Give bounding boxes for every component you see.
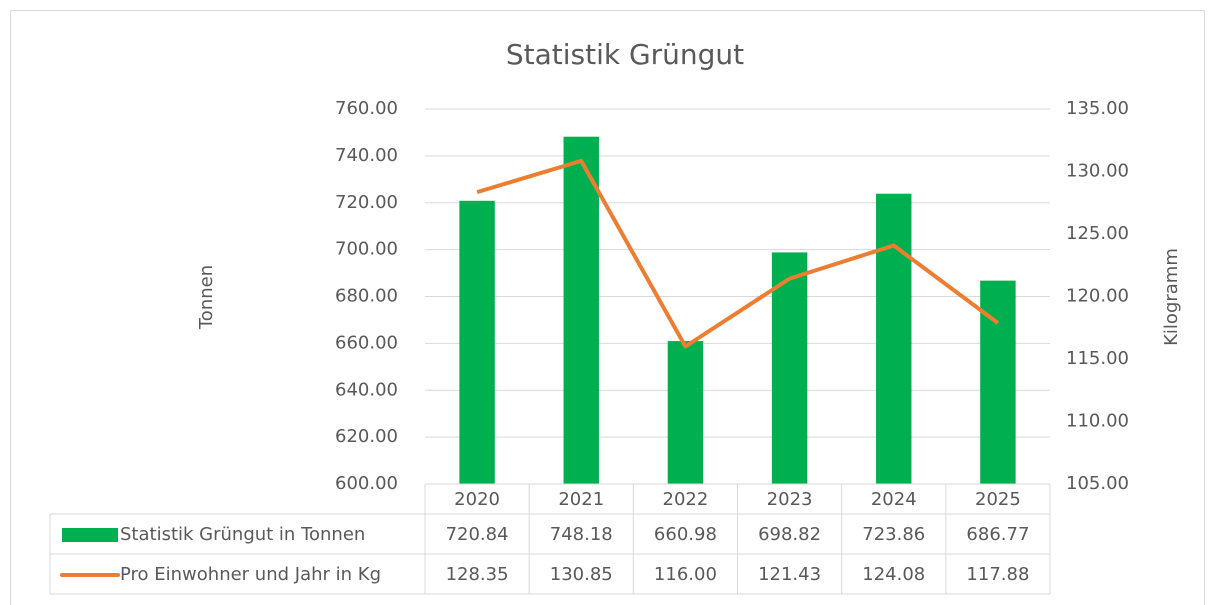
table-value: 116.00 <box>654 564 717 585</box>
y-tick-label: 720.00 <box>335 192 398 213</box>
table-value: 723.86 <box>862 524 925 545</box>
y2-tick-label: 110.00 <box>1066 411 1129 432</box>
y-tick-label: 640.00 <box>335 379 398 400</box>
y-tick-label: 620.00 <box>335 426 398 447</box>
y-tick-label: 680.00 <box>335 286 398 307</box>
legend-label: Statistik Grüngut in Tonnen <box>120 524 365 545</box>
table-value: 121.43 <box>758 564 821 585</box>
table-value: 130.85 <box>550 564 613 585</box>
table-value: 117.88 <box>966 564 1029 585</box>
bar <box>771 252 808 484</box>
x-tick-label: 2024 <box>871 489 917 510</box>
table-value: 720.84 <box>446 524 509 545</box>
legend-key <box>62 528 118 542</box>
x-tick-label: 2025 <box>975 489 1021 510</box>
x-tick-label: 2020 <box>454 489 500 510</box>
table-value: 128.35 <box>446 564 509 585</box>
bar <box>667 341 704 484</box>
y2-tick-label: 115.00 <box>1066 348 1129 369</box>
chart-border <box>10 10 1205 605</box>
y-tick-label: 660.00 <box>335 332 398 353</box>
y2-axis-title: Kilogramm <box>1161 248 1182 346</box>
bar <box>563 136 599 484</box>
x-tick-label: 2021 <box>558 489 604 510</box>
y2-tick-label: 125.00 <box>1066 223 1129 244</box>
table-value: 698.82 <box>758 524 821 545</box>
line <box>476 158 1000 349</box>
y-axis-title: Tonnen <box>196 265 217 330</box>
y2-tick-label: 105.00 <box>1066 473 1129 494</box>
y-tick-label: 740.00 <box>335 145 398 166</box>
table-value: 686.77 <box>966 524 1029 545</box>
x-tick-label: 2023 <box>767 489 813 510</box>
table-value: 660.98 <box>654 524 717 545</box>
y2-tick-label: 120.00 <box>1066 286 1129 307</box>
y-tick-label: 600.00 <box>335 473 398 494</box>
y2-tick-label: 130.00 <box>1066 161 1129 182</box>
table-value: 124.08 <box>862 564 925 585</box>
y-tick-label: 700.00 <box>335 239 398 260</box>
table-value: 748.18 <box>550 524 613 545</box>
y-tick-label: 760.00 <box>335 98 398 119</box>
legend-label: Pro Einwohner und Jahr in Kg <box>120 564 381 585</box>
bar <box>876 193 912 484</box>
bar <box>980 280 1016 484</box>
x-tick-label: 2022 <box>663 489 709 510</box>
y2-tick-label: 135.00 <box>1066 98 1129 119</box>
bar <box>459 200 495 484</box>
chart-title: Statistik Grüngut <box>506 38 744 71</box>
